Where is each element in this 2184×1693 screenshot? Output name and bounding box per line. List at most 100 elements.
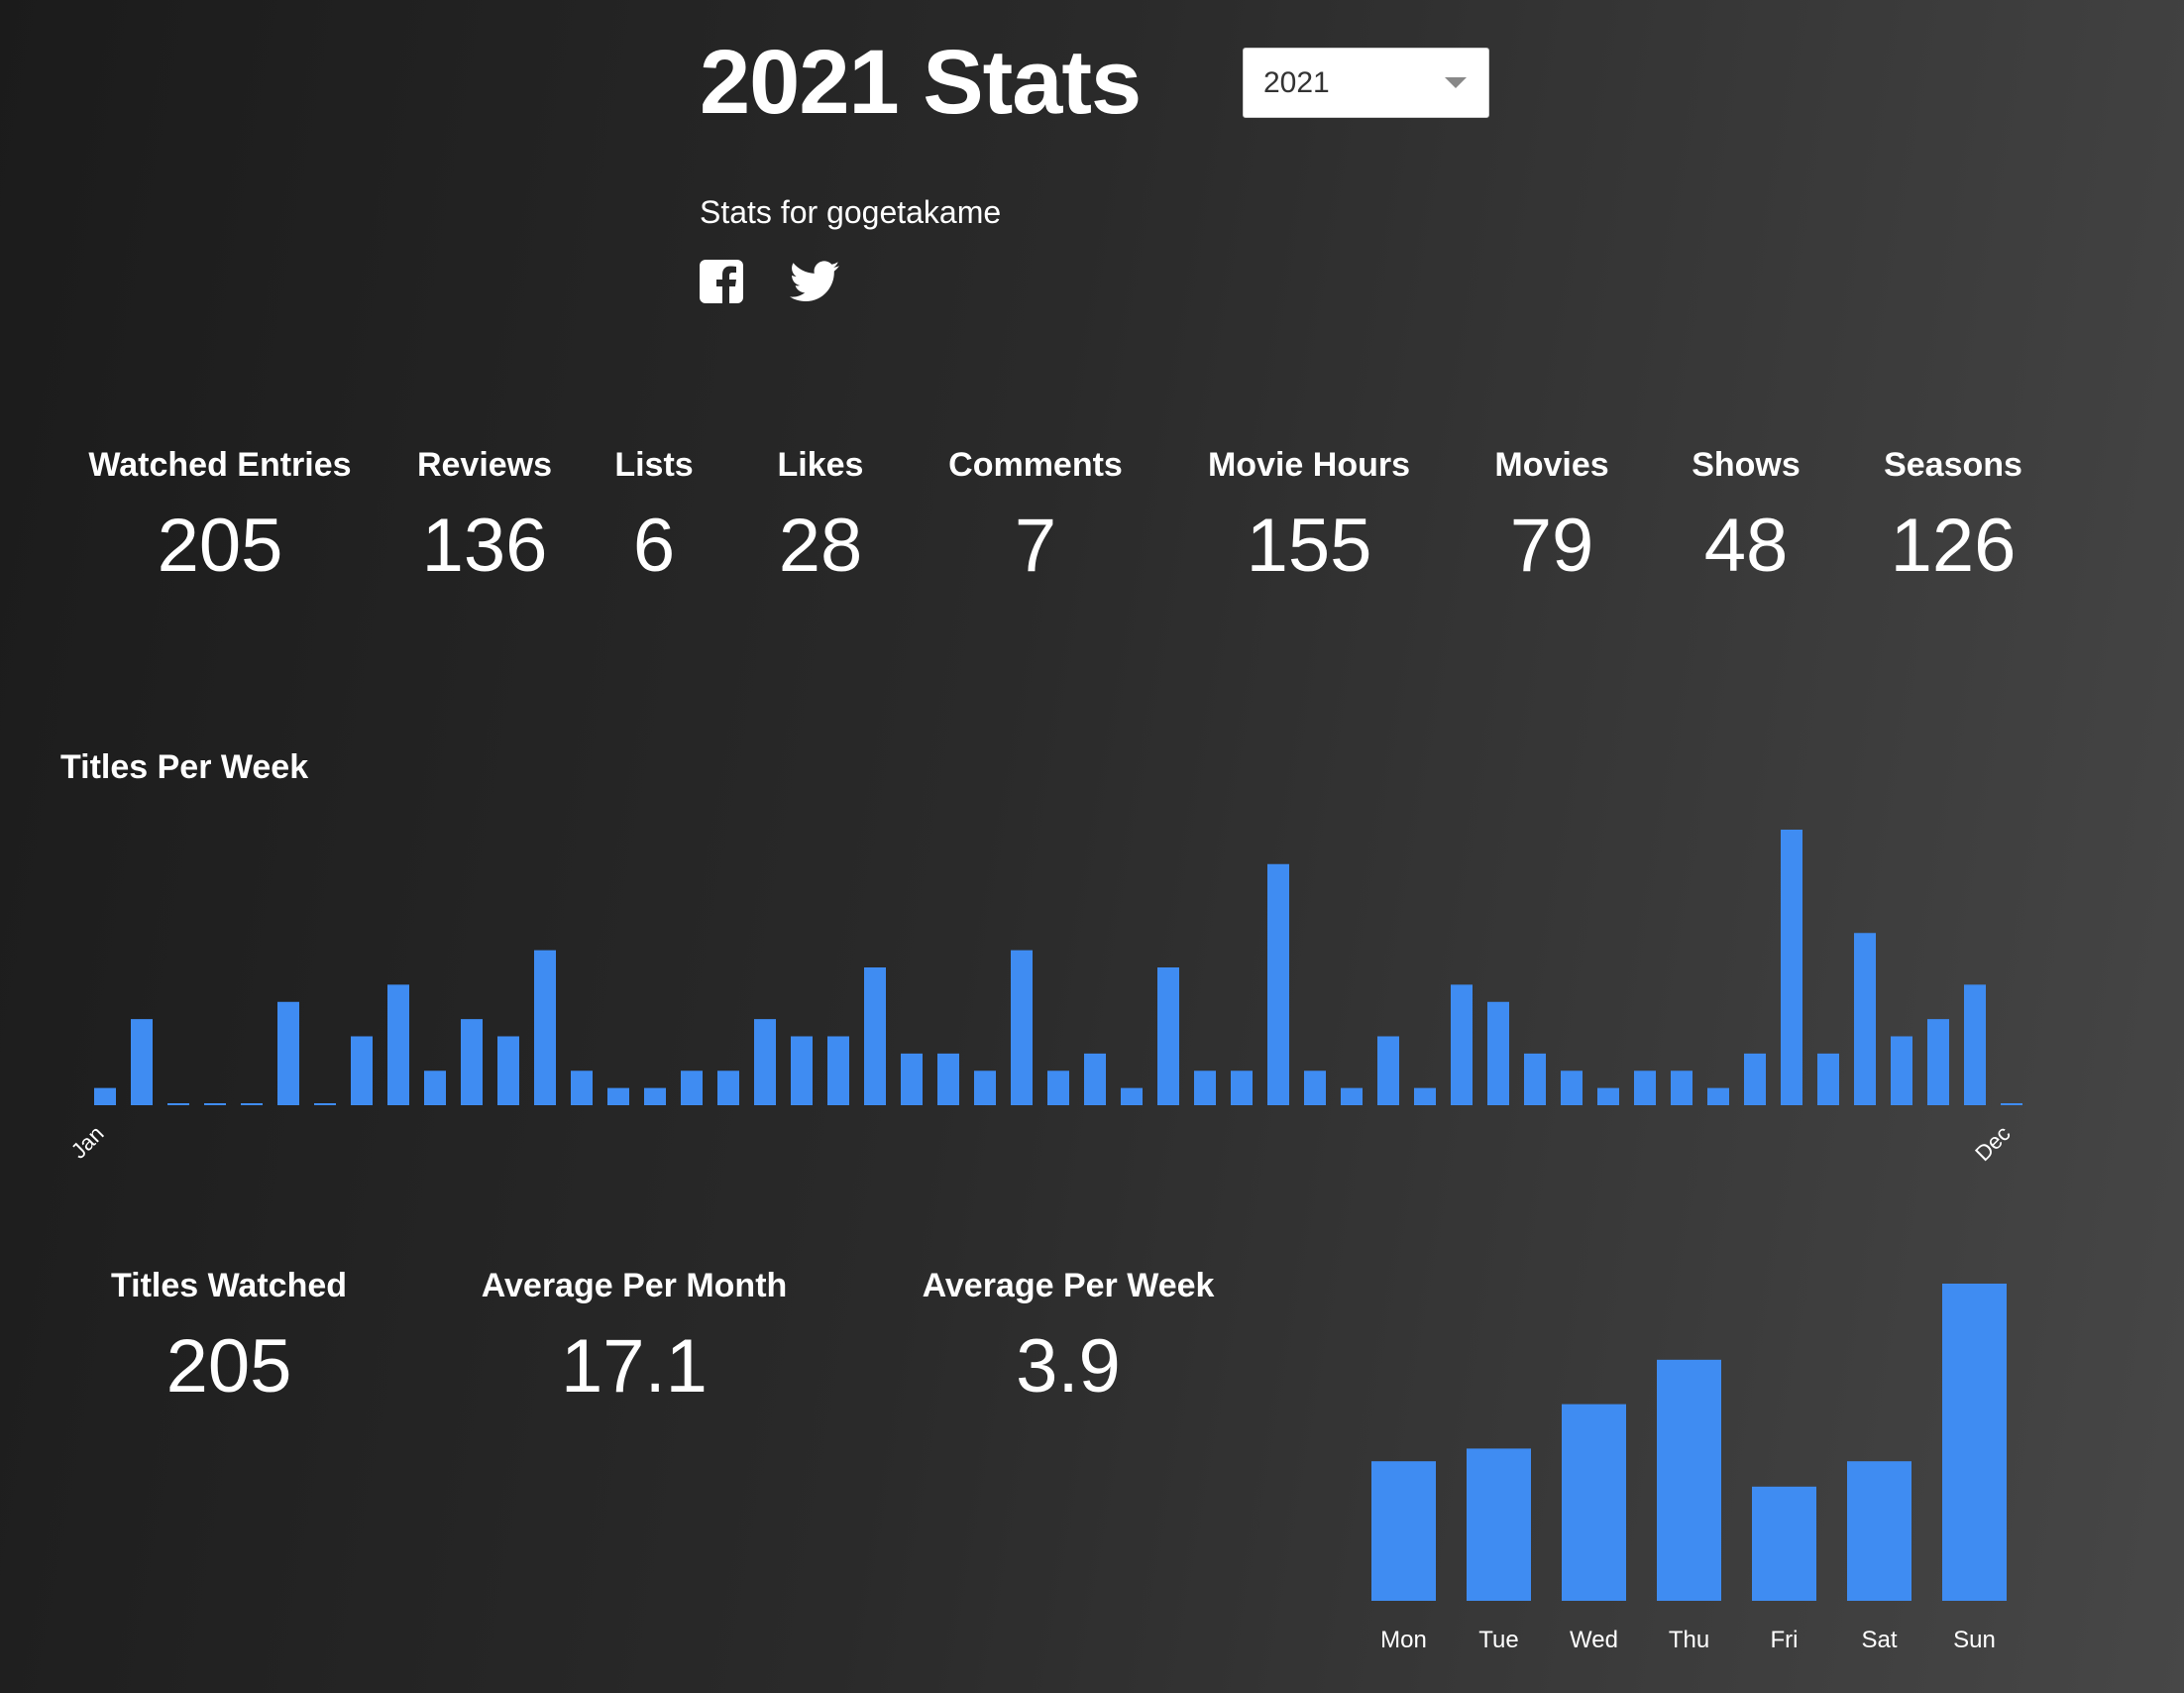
- day-label: Sat: [1861, 1627, 1897, 1653]
- day-bar-sat: [1847, 1461, 1911, 1601]
- week-bar: [241, 1103, 263, 1105]
- week-bar: [1084, 1053, 1106, 1105]
- week-bar: [1964, 984, 1986, 1105]
- week-bar: [351, 1036, 373, 1105]
- week-bar: [1781, 830, 1802, 1105]
- stat-movies: Movies 79: [1494, 445, 1608, 594]
- week-bar: [387, 984, 409, 1105]
- stat-comments: Comments 7: [948, 445, 1123, 594]
- stat-value: 48: [1703, 504, 1789, 588]
- week-bar: [644, 1087, 666, 1105]
- titles-per-week-title: Titles Per Week: [60, 748, 309, 786]
- week-bar: [1487, 1001, 1509, 1105]
- stat-value: 155: [1246, 504, 1372, 588]
- titles-per-week-chart: Jan Dec: [66, 830, 2022, 1166]
- week-bar: [1891, 1036, 1912, 1105]
- week-bar: [1927, 1019, 1949, 1105]
- stat-likes: Likes 28: [778, 445, 864, 594]
- day-label: Tue: [1478, 1627, 1518, 1653]
- summary-value: 17.1: [561, 1324, 708, 1409]
- x-tick-label-end: Dec: [1970, 1121, 2015, 1166]
- stat-value: 126: [1890, 504, 2017, 588]
- stat-value: 205: [157, 504, 283, 588]
- stat-lists: Lists 6: [614, 445, 693, 594]
- stat-shows: Shows 48: [1692, 445, 1801, 594]
- week-bar: [1157, 967, 1179, 1105]
- week-bar: [937, 1053, 959, 1105]
- week-bar: [1341, 1087, 1363, 1105]
- day-bar-sun: [1942, 1284, 2007, 1601]
- day-label: Fri: [1771, 1627, 1799, 1653]
- stat-label: Seasons: [1884, 446, 2022, 484]
- summary-titles-watched: Titles Watched 205: [111, 1266, 347, 1414]
- week-bar: [1414, 1087, 1436, 1105]
- week-bar: [1121, 1087, 1143, 1105]
- x-tick-label-start: Jan: [66, 1121, 109, 1164]
- stat-label: Likes: [777, 446, 864, 484]
- year-select-value: 2021: [1263, 66, 1330, 99]
- day-bar-wed: [1562, 1404, 1626, 1601]
- day-bar-thu: [1657, 1359, 1721, 1601]
- year-select[interactable]: 2021: [1243, 48, 1489, 118]
- week-bar: [1231, 1071, 1253, 1105]
- week-bar: [1817, 1053, 1839, 1105]
- day-label: Wed: [1570, 1627, 1618, 1653]
- week-bar: [461, 1019, 483, 1105]
- day-bar-fri: [1752, 1486, 1816, 1601]
- week-bar: [277, 1001, 299, 1105]
- summary-value: 3.9: [1016, 1324, 1121, 1409]
- chevron-down-icon: [1445, 77, 1467, 88]
- stat-movie-hours: Movie Hours 155: [1208, 445, 1410, 594]
- summary-value: 205: [165, 1324, 292, 1409]
- week-bar: [827, 1036, 849, 1105]
- week-bar: [754, 1019, 776, 1105]
- summary-label: Average Per Week: [922, 1267, 1215, 1304]
- stat-value: 6: [632, 504, 676, 588]
- stats-subtitle: Stats for gogetakame: [700, 194, 1002, 230]
- day-label: Thu: [1669, 1627, 1709, 1653]
- stat-value: 136: [421, 504, 548, 588]
- stat-label: Watched Entries: [88, 446, 352, 484]
- twitter-icon[interactable]: [790, 260, 839, 303]
- summary-average-per-month: Average Per Month 17.1: [482, 1266, 788, 1414]
- day-bar-mon: [1371, 1461, 1436, 1601]
- stat-value: 28: [778, 504, 863, 588]
- stat-seasons: Seasons 126: [1884, 445, 2022, 594]
- week-bar: [131, 1019, 153, 1105]
- week-bar: [1304, 1071, 1326, 1105]
- week-bar: [1047, 1071, 1069, 1105]
- week-bar: [1854, 933, 1876, 1105]
- week-bar: [1451, 984, 1473, 1105]
- facebook-icon[interactable]: [700, 260, 743, 303]
- stat-value: 7: [1014, 504, 1057, 588]
- week-bar: [424, 1071, 446, 1105]
- week-bar: [314, 1103, 336, 1105]
- stat-label: Lists: [614, 446, 694, 484]
- week-bar: [1561, 1071, 1583, 1105]
- summary-label: Average Per Month: [481, 1267, 788, 1304]
- week-bar: [2001, 1103, 2022, 1105]
- day-bar-tue: [1467, 1448, 1531, 1601]
- stat-label: Movie Hours: [1207, 446, 1411, 484]
- week-bar: [717, 1071, 739, 1105]
- week-bar: [1524, 1053, 1546, 1105]
- week-bar: [1634, 1071, 1656, 1105]
- week-bar: [1377, 1036, 1399, 1105]
- stat-watched-entries: Watched Entries 205: [88, 445, 351, 594]
- stat-reviews: Reviews 136: [417, 445, 552, 594]
- week-bar: [607, 1087, 629, 1105]
- stat-label: Movies: [1494, 446, 1609, 484]
- week-bar: [1194, 1071, 1216, 1105]
- week-bar: [681, 1071, 703, 1105]
- week-bar: [1011, 950, 1033, 1105]
- summary-average-per-week: Average Per Week 3.9: [923, 1266, 1215, 1414]
- week-bar: [534, 950, 556, 1105]
- stat-label: Shows: [1692, 446, 1801, 484]
- week-bar: [1267, 863, 1289, 1105]
- week-bar: [167, 1103, 189, 1105]
- page-title: 2021 Stats: [700, 32, 1142, 133]
- week-bar: [1597, 1087, 1619, 1105]
- week-bar: [974, 1071, 996, 1105]
- stat-label: Comments: [948, 446, 1123, 484]
- day-label: Mon: [1380, 1627, 1427, 1653]
